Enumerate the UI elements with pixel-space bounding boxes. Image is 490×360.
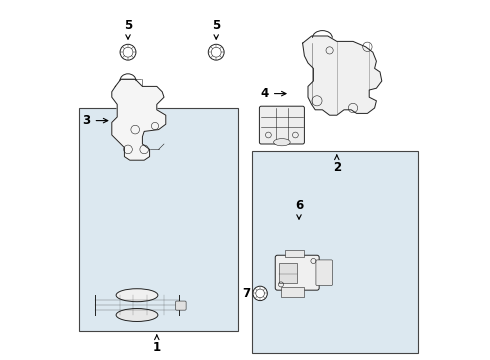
Text: 2: 2 [333, 155, 341, 174]
Ellipse shape [116, 289, 158, 302]
Circle shape [120, 44, 136, 60]
FancyBboxPatch shape [316, 260, 333, 285]
Circle shape [123, 47, 133, 57]
Bar [285, 250, 304, 257]
Text: 3: 3 [82, 114, 108, 127]
Bar [281, 287, 304, 297]
Circle shape [211, 47, 221, 57]
FancyBboxPatch shape [259, 106, 304, 144]
Circle shape [256, 289, 265, 298]
FancyBboxPatch shape [175, 301, 186, 310]
Polygon shape [112, 79, 166, 160]
Text: 7: 7 [243, 287, 261, 300]
Text: 4: 4 [261, 87, 286, 100]
Text: 1: 1 [153, 335, 161, 354]
Bar [252, 151, 418, 353]
Bar [279, 263, 297, 283]
Bar [79, 108, 238, 331]
Text: 6: 6 [295, 199, 303, 219]
FancyBboxPatch shape [275, 255, 319, 290]
Circle shape [253, 286, 268, 301]
Ellipse shape [116, 309, 158, 321]
Polygon shape [303, 36, 382, 115]
Ellipse shape [273, 139, 290, 146]
Circle shape [208, 44, 224, 60]
Text: 5: 5 [124, 19, 132, 39]
Text: 5: 5 [212, 19, 220, 39]
